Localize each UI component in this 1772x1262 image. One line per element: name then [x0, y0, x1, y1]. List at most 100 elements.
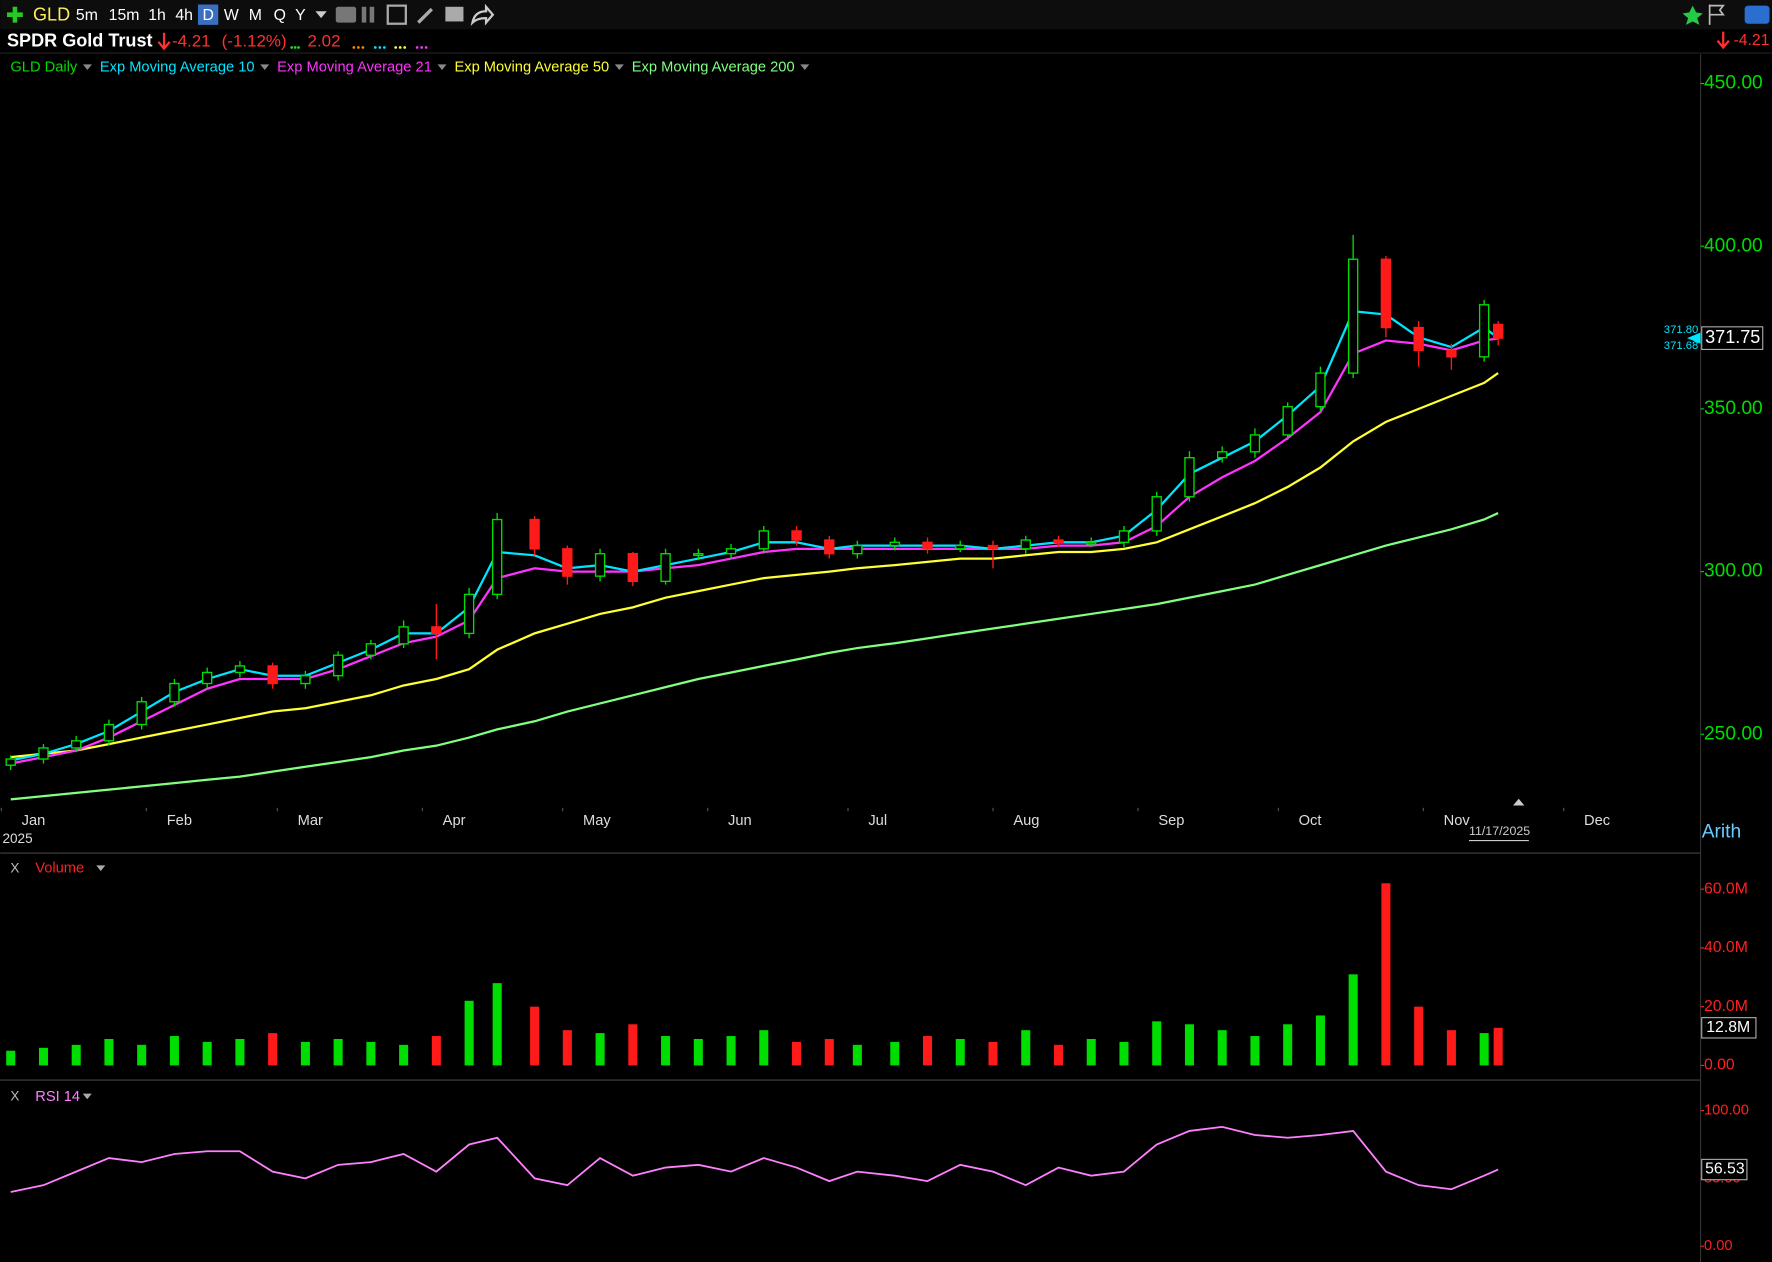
legend-entry[interactable]: GLD Daily — [10, 60, 78, 76]
candle-body — [955, 544, 966, 550]
y-tick-label: 250.00 — [1704, 723, 1763, 744]
interval-button[interactable]: Q — [274, 7, 286, 24]
add-icon[interactable] — [7, 6, 23, 23]
candle-body — [5, 758, 16, 766]
down-arrow — [1716, 31, 1730, 50]
volume-title[interactable]: Volume — [35, 861, 84, 877]
tool-icon[interactable] — [335, 6, 357, 23]
volume-bar — [300, 1041, 310, 1066]
year-label: 2025 — [2, 831, 32, 846]
volume-bar — [71, 1044, 81, 1066]
rsi-title[interactable]: RSI 14 — [35, 1089, 80, 1105]
interval-button[interactable]: M — [249, 7, 262, 24]
volume-bar — [1414, 1006, 1424, 1066]
legend-dropdown — [800, 64, 810, 71]
star-icon[interactable] — [1682, 5, 1703, 25]
x-tick-label: Jul — [868, 813, 887, 829]
indicator-value: 2.02 — [308, 31, 341, 50]
x-tick-label: May — [583, 813, 611, 829]
legend-entry[interactable]: Exp Moving Average 200 — [632, 60, 795, 76]
y-tick-label: 450.00 — [1704, 73, 1763, 94]
y-tick-label: 0.00 — [1704, 1238, 1733, 1254]
candle-body — [889, 541, 900, 547]
volume-bar — [852, 1044, 862, 1066]
y-tick-label: 400.00 — [1704, 235, 1763, 256]
tool-icon[interactable] — [361, 6, 367, 23]
flag-icon[interactable] — [1708, 4, 1725, 25]
tool-icon[interactable] — [369, 6, 375, 23]
down-arrow — [157, 32, 171, 51]
candle-body — [267, 665, 278, 685]
crosshair-date: 11/17/2025 — [1469, 824, 1530, 838]
candle-body — [1446, 349, 1457, 358]
volume-bar — [726, 1036, 736, 1066]
candle-body — [758, 530, 769, 550]
interval-button[interactable]: 5m — [76, 7, 98, 24]
ema-value-label: 371.80 — [1664, 324, 1699, 336]
candle-body — [463, 593, 475, 635]
candle-body — [71, 740, 82, 749]
symbol[interactable]: GLD — [33, 5, 70, 25]
interval-button[interactable]: 1h — [148, 7, 166, 24]
rsi-line — [10, 1125, 1499, 1193]
legend-dropdown — [614, 64, 624, 71]
account-icon[interactable] — [1744, 5, 1770, 24]
candle-body — [1086, 541, 1097, 545]
dropdown-icon[interactable] — [315, 11, 327, 19]
candle-body — [1492, 323, 1504, 339]
volume-bar — [595, 1033, 605, 1066]
volume-bar — [38, 1047, 48, 1066]
share-icon[interactable] — [470, 3, 495, 27]
interval-button[interactable]: W — [224, 7, 239, 24]
legend-entry[interactable]: Exp Moving Average 21 — [277, 60, 432, 76]
close-pane[interactable]: X — [10, 1089, 19, 1104]
security-name: SPDR Gold Trust — [7, 31, 153, 51]
volume-bar — [268, 1033, 278, 1066]
draw-icon[interactable] — [417, 7, 434, 24]
candle-body — [852, 544, 863, 555]
dropdown-icon[interactable] — [96, 865, 106, 872]
volume-bar — [1086, 1038, 1096, 1066]
volume-bar — [137, 1044, 147, 1066]
candle-body — [529, 518, 540, 550]
interval-button[interactable]: D — [202, 7, 213, 24]
volume-bar — [1119, 1041, 1129, 1066]
interval-button[interactable]: Y — [295, 7, 306, 24]
scale-mode[interactable]: Arith — [1702, 822, 1741, 843]
toolbar — [0, 0, 1772, 30]
close-pane[interactable]: X — [10, 860, 19, 875]
volume-bar — [562, 1030, 572, 1066]
legend-dropdown — [437, 64, 447, 71]
last-volume-label: 12.8M — [1706, 1019, 1750, 1036]
candle-body — [725, 548, 737, 555]
candle-body — [693, 553, 704, 557]
tool-icon[interactable] — [386, 4, 407, 25]
volume-bar — [1217, 1030, 1227, 1066]
volume-bar — [1479, 1033, 1489, 1066]
candle-body — [169, 682, 180, 703]
candle-body — [1315, 372, 1326, 408]
dropdown-icon[interactable] — [82, 1093, 92, 1100]
candle-body — [660, 553, 671, 583]
candle-body — [987, 544, 999, 550]
right-price-change: -4.21 — [1733, 32, 1769, 49]
candle-body — [824, 539, 835, 555]
candle-body — [791, 530, 802, 541]
last-rsi-box — [1701, 1158, 1748, 1181]
candle-body — [562, 548, 573, 577]
interval-button[interactable]: 4h — [175, 7, 193, 24]
candle-body — [1478, 304, 1490, 358]
volume-bar — [1250, 1036, 1260, 1066]
volume-bar — [1152, 1021, 1162, 1066]
legend-entry[interactable]: Exp Moving Average 50 — [454, 60, 609, 76]
volume-bar — [202, 1041, 212, 1066]
candle-body — [1184, 457, 1195, 498]
y-tick-label: 40.0M — [1704, 939, 1748, 956]
legend-entry[interactable]: Exp Moving Average 10 — [100, 60, 255, 76]
volume-bar — [1446, 1030, 1456, 1066]
volume-bar — [1315, 1015, 1325, 1066]
candle-body — [1380, 258, 1392, 329]
tool-icon[interactable] — [445, 6, 464, 22]
interval-button[interactable]: 15m — [109, 7, 140, 24]
